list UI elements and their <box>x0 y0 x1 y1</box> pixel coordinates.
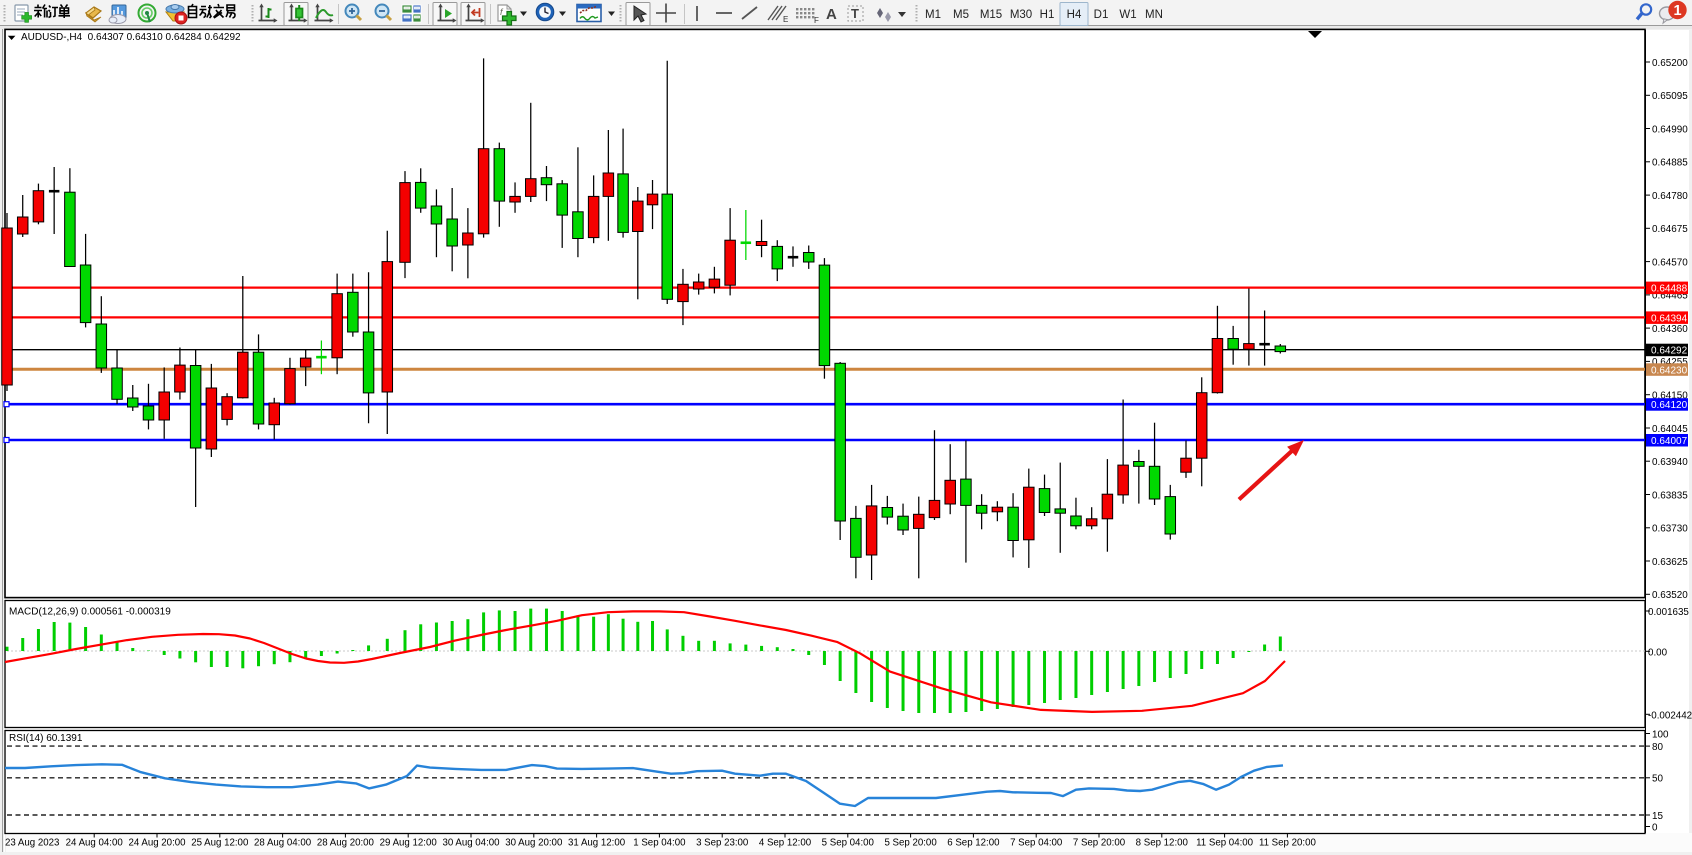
svg-text:25 Aug 12:00: 25 Aug 12:00 <box>191 838 249 849</box>
svg-text:0.64675: 0.64675 <box>1652 224 1688 235</box>
svg-text:M30: M30 <box>1010 9 1032 21</box>
svg-text:0.63835: 0.63835 <box>1652 490 1688 501</box>
svg-text:0.64255: 0.64255 <box>1652 357 1688 368</box>
svg-text:7 Sep 20:00: 7 Sep 20:00 <box>1073 838 1126 849</box>
svg-text:f: f <box>500 7 504 17</box>
svg-text:5 Sep 20:00: 5 Sep 20:00 <box>884 838 937 849</box>
svg-text:A: A <box>826 6 837 23</box>
svg-text:11 Sep 20:00: 11 Sep 20:00 <box>1259 838 1317 849</box>
svg-text:30 Aug 04:00: 30 Aug 04:00 <box>442 838 500 849</box>
svg-text:0.64007: 0.64007 <box>1651 436 1688 447</box>
svg-text:0: 0 <box>1652 822 1658 833</box>
svg-text:D1: D1 <box>1094 9 1109 21</box>
svg-text:0.64488: 0.64488 <box>1651 284 1688 295</box>
svg-text:80: 80 <box>1652 742 1663 753</box>
svg-text:11 Sep 04:00: 11 Sep 04:00 <box>1196 838 1254 849</box>
svg-text:7 Sep 04:00: 7 Sep 04:00 <box>1010 838 1063 849</box>
svg-text:0.64885: 0.64885 <box>1652 158 1688 169</box>
svg-text:50: 50 <box>1652 774 1663 785</box>
svg-text:8 Sep 12:00: 8 Sep 12:00 <box>1136 838 1189 849</box>
svg-text:0.64150: 0.64150 <box>1652 391 1688 402</box>
svg-text:0.64780: 0.64780 <box>1652 191 1688 202</box>
svg-text:31 Aug 12:00: 31 Aug 12:00 <box>568 838 626 849</box>
svg-text:6 Sep 12:00: 6 Sep 12:00 <box>947 838 1000 849</box>
svg-text:0.64394: 0.64394 <box>1651 313 1688 324</box>
svg-text:RSI(14) 60.1391: RSI(14) 60.1391 <box>9 733 83 744</box>
svg-text:0.001635: 0.001635 <box>1648 607 1689 618</box>
svg-text:H1: H1 <box>1040 9 1055 21</box>
svg-text:23 Aug 2023: 23 Aug 2023 <box>5 838 59 849</box>
svg-text:0.63625: 0.63625 <box>1652 557 1688 568</box>
svg-text:24 Aug 04:00: 24 Aug 04:00 <box>66 838 124 849</box>
svg-text:M15: M15 <box>980 9 1002 21</box>
svg-text:100: 100 <box>1652 729 1669 740</box>
svg-text:0.64570: 0.64570 <box>1652 257 1688 268</box>
svg-text:M1: M1 <box>925 9 941 21</box>
svg-text:-0.002442: -0.002442 <box>1648 710 1692 721</box>
svg-text:1 Sep 04:00: 1 Sep 04:00 <box>633 838 686 849</box>
svg-text:E: E <box>783 15 788 24</box>
svg-text:H4: H4 <box>1067 9 1082 21</box>
svg-text:0.00: 0.00 <box>1648 647 1668 658</box>
svg-text:28 Aug 04:00: 28 Aug 04:00 <box>254 838 312 849</box>
svg-text:F: F <box>814 16 819 25</box>
svg-text:0.63940: 0.63940 <box>1652 457 1688 468</box>
svg-text:0.64120: 0.64120 <box>1651 400 1688 411</box>
svg-text:4 Sep 12:00: 4 Sep 12:00 <box>759 838 812 849</box>
svg-text:15: 15 <box>1652 811 1663 822</box>
svg-text:24 Aug 20:00: 24 Aug 20:00 <box>128 838 186 849</box>
svg-text:0.63730: 0.63730 <box>1652 524 1688 535</box>
svg-text:5 Sep 04:00: 5 Sep 04:00 <box>822 838 875 849</box>
svg-text:0.64045: 0.64045 <box>1652 424 1688 435</box>
svg-text:0.65095: 0.65095 <box>1652 91 1688 102</box>
svg-text:MACD(12,26,9) 0.000561 -0.0003: MACD(12,26,9) 0.000561 -0.000319 <box>9 607 171 618</box>
svg-text:W1: W1 <box>1119 9 1136 21</box>
svg-text:0.64292: 0.64292 <box>1651 346 1688 357</box>
svg-text:3 Sep 23:00: 3 Sep 23:00 <box>696 838 749 849</box>
svg-text:0.64465: 0.64465 <box>1652 291 1688 302</box>
svg-text:M5: M5 <box>953 9 969 21</box>
svg-text:0.64230: 0.64230 <box>1651 365 1688 376</box>
svg-text:29 Aug 12:00: 29 Aug 12:00 <box>380 838 438 849</box>
svg-text:0.64990: 0.64990 <box>1652 124 1688 135</box>
svg-text:AUDUSD-,H4 0.64307 0.64310 0.: AUDUSD-,H4 0.64307 0.64310 0.64284 0.642… <box>21 32 241 43</box>
svg-text:T: T <box>851 6 859 21</box>
svg-text:0.64360: 0.64360 <box>1652 324 1688 335</box>
svg-text:0.63520: 0.63520 <box>1652 590 1688 601</box>
svg-text:30 Aug 20:00: 30 Aug 20:00 <box>505 838 563 849</box>
svg-text:0.65200: 0.65200 <box>1652 58 1688 69</box>
svg-text:MN: MN <box>1145 9 1163 21</box>
svg-text:28 Aug 20:00: 28 Aug 20:00 <box>317 838 375 849</box>
svg-text:1: 1 <box>1673 3 1681 19</box>
